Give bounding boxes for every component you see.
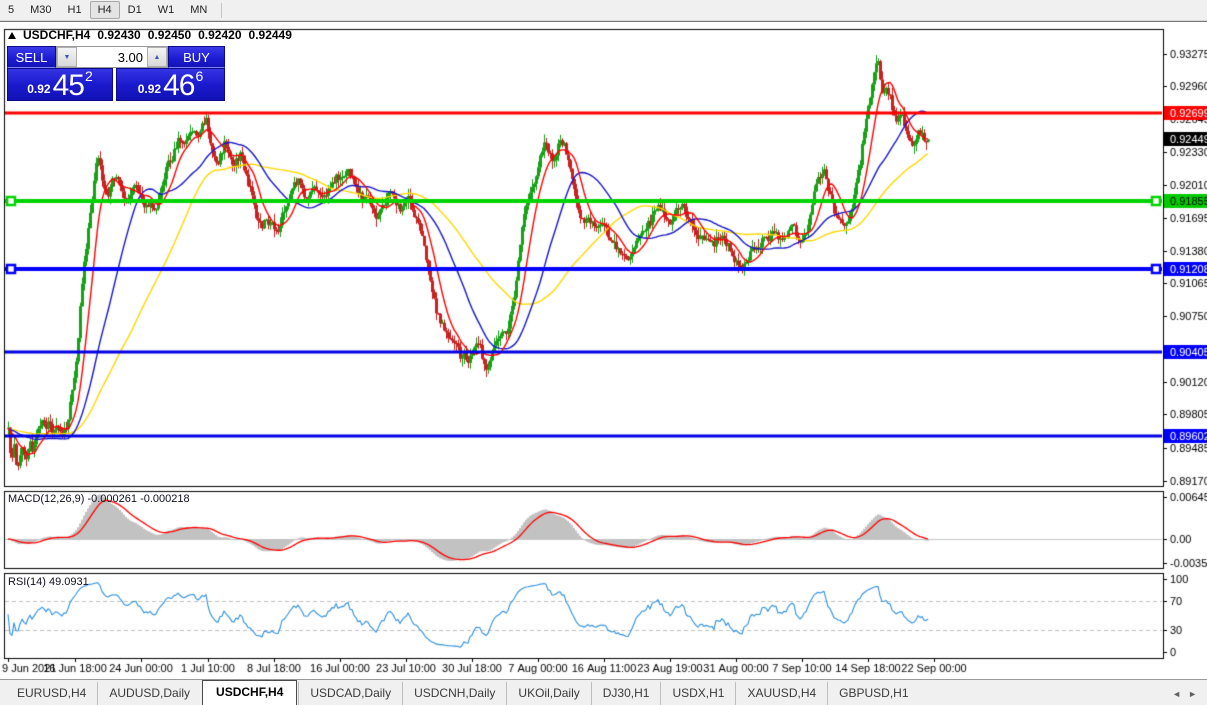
buy-price-display[interactable]: 0.92 46 6 [116, 68, 225, 101]
timeframe-button-W1[interactable]: W1 [157, 4, 175, 16]
price-chart-canvas[interactable] [0, 22, 1207, 680]
rsi-label: RSI(14) 49.0931 [8, 576, 89, 588]
timeframe-toolbar: 5 M30 H1 H4 D1 W1 MN [0, 0, 1207, 21]
chart-symbol-period: USDCHF,H4 [23, 28, 91, 42]
chart-title: USDCHF,H4 0.92430 0.92450 0.92420 0.9244… [8, 28, 292, 42]
timeframe-button-M30[interactable]: M30 [30, 4, 52, 16]
chart-tabs: EURUSD,H4 AUDUSD,Daily USDCHF,H4 USDCAD,Dai… [6, 680, 920, 705]
tab-usdcad-daily[interactable]: USDCAD,Daily [298, 682, 402, 705]
sell-button[interactable]: SELL [7, 46, 56, 68]
timeframe-button-5[interactable]: 5 [8, 4, 15, 16]
volume-input[interactable] [77, 47, 147, 67]
buy-price-pips: 46 [163, 69, 195, 102]
timeframe-button-H4[interactable]: H4 [89, 1, 120, 19]
chart-tab-bar: EURUSD,H4 AUDUSD,Daily USDCHF,H4 USDCAD,Dai… [0, 679, 1207, 705]
timeframe-button-H1[interactable]: H1 [67, 4, 82, 16]
sell-price-prefix: 0.92 [27, 82, 51, 96]
chart-low-value: 0.92420 [198, 28, 242, 42]
buy-price-prefix: 0.92 [137, 82, 162, 96]
buy-button[interactable]: BUY [168, 46, 225, 68]
tab-usdcnh-daily[interactable]: USDCNH,Daily [402, 682, 506, 705]
volume-spinner: ▼ ▲ [56, 46, 168, 68]
tab-ukoil-daily[interactable]: UKOil,Daily [506, 682, 590, 705]
tab-usdx-h1[interactable]: USDX,H1 [660, 682, 735, 705]
chart-open-value: 0.92430 [97, 28, 141, 42]
tab-audusd-daily[interactable]: AUDUSD,Daily [97, 682, 201, 705]
sell-price-point: 2 [84, 68, 93, 84]
tab-dj30-h1[interactable]: DJ30,H1 [590, 682, 661, 705]
timeframe-button-MN[interactable]: MN [190, 4, 208, 16]
chart-high-value: 0.92450 [147, 28, 192, 42]
collapse-icon[interactable] [8, 31, 16, 39]
timeframe-button-D1[interactable]: D1 [127, 4, 142, 16]
toolbar-separator [221, 2, 223, 18]
tab-xauusd-h4[interactable]: XAUUSD,H4 [735, 682, 827, 705]
volume-decrease-button[interactable]: ▼ [57, 47, 77, 67]
sell-price-pips: 45 [52, 69, 85, 102]
tab-scroll-left-icon[interactable]: ◄ [1172, 689, 1182, 699]
sell-price-display[interactable]: 0.92 45 2 [7, 68, 113, 101]
chart-window: USDCHF,H4 0.92430 0.92450 0.92420 0.9244… [0, 21, 1207, 680]
tab-scroll-right-icon[interactable]: ► [1188, 689, 1197, 699]
buy-price-point: 6 [195, 68, 204, 84]
tab-scroll-arrows: ◄ ► [1172, 689, 1197, 699]
volume-increase-button[interactable]: ▲ [147, 47, 167, 67]
tab-gbpusd-h1[interactable]: GBPUSD,H1 [827, 682, 919, 705]
chart-close-value: 0.92449 [248, 28, 292, 42]
timeframe-button-list: 5 M30 H1 H4 D1 W1 MN [0, 0, 215, 20]
macd-label: MACD(12,26,9) -0.000261 -0.000218 [8, 493, 190, 505]
tab-eurusd-h4[interactable]: EURUSD,H4 [17, 686, 87, 700]
one-click-trading-panel: SELL ▼ ▲ BUY 0.92 45 2 0.92 46 6 [7, 46, 225, 101]
tab-usdchf-h4[interactable]: USDCHF,H4 [202, 680, 298, 705]
